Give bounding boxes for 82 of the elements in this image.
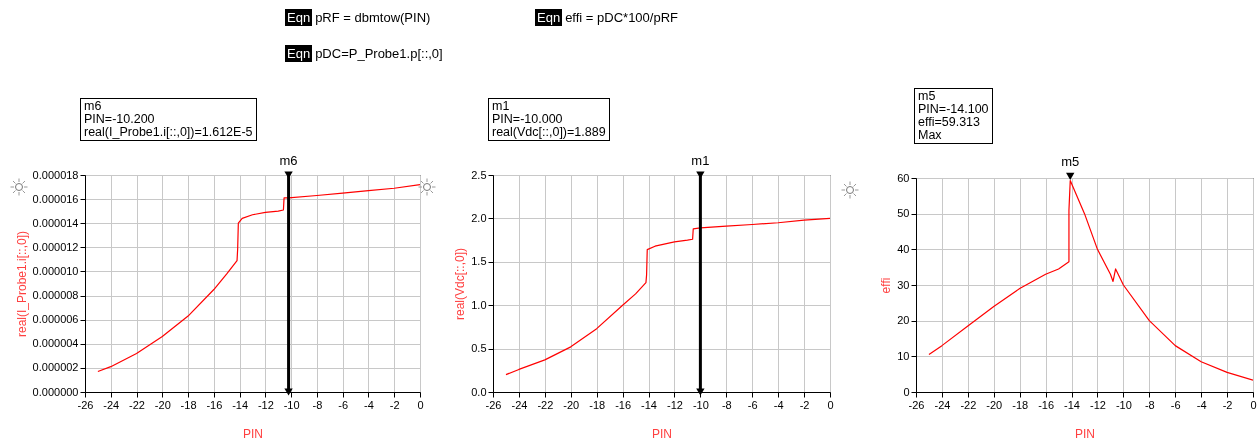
text: m6 PIN=-10.200 real(I_Probe1.i[::,0])=1.612E-5: [80, 98, 257, 141]
x-tick-label: 0: [1250, 398, 1257, 411]
text: Eqn effi = pDC*100/pRF: [536, 9, 678, 26]
x-tick-label: -2: [1222, 398, 1233, 411]
x-tick-label: -26: [485, 398, 502, 411]
x-tick-label: -6: [338, 398, 349, 411]
x-tick-label: -6: [1170, 398, 1181, 411]
x-tick-label: -14: [641, 398, 657, 411]
x-tick-label: -6: [747, 398, 758, 411]
y-tick-label: 50: [897, 207, 910, 220]
y-tick-label: 2.5: [471, 168, 487, 181]
x-tick-label: -16: [615, 398, 632, 411]
x-tick-label: -26: [77, 398, 94, 411]
y-tick-label: 1.0: [471, 298, 487, 311]
x-axis-title: PIN: [651, 426, 673, 440]
y-tick-label: 2.0: [471, 211, 487, 224]
x-tick-label: -22: [537, 398, 554, 411]
y-tick-label: 0: [903, 385, 910, 398]
annotation: m5: [1061, 154, 1080, 170]
x-tick-label: -16: [1038, 398, 1055, 411]
x-tick-label: -16: [206, 398, 223, 411]
x-tick-label: -4: [1196, 398, 1207, 411]
x-tick-label: -22: [960, 398, 977, 411]
x-tick-label: -24: [934, 398, 951, 411]
y-tick-label: 10: [897, 349, 910, 362]
x-tick-label: -10: [1115, 398, 1132, 411]
x-tick-label: -8: [721, 398, 732, 411]
x-tick-label: -10: [692, 398, 709, 411]
y-tick-label: 0.000008: [32, 289, 79, 302]
y-tick-label: 30: [897, 278, 910, 291]
x-tick-label: -2: [389, 398, 400, 411]
y-tick-label: 0.000004: [32, 337, 79, 350]
x-tick-label: -8: [312, 398, 323, 411]
x-tick-label: -22: [129, 398, 145, 411]
x-tick-label: -4: [364, 398, 374, 411]
y-tick-label: 1.5: [471, 255, 487, 268]
y-tick-label: 0.000000: [32, 385, 79, 398]
ref-line-label: m1: [691, 153, 710, 168]
x-axis-title: PIN: [242, 426, 264, 440]
x-tick-label: -20: [563, 398, 580, 411]
y-tick-label: 0.000010: [32, 264, 79, 277]
x-tick-label: -14: [1064, 398, 1080, 411]
x-tick-label: 0: [827, 398, 834, 411]
x-tick-label: -12: [1090, 398, 1106, 411]
text: m1 PIN=-10.000 real(Vdc[::,0])=1.889: [488, 98, 610, 141]
x-tick-label: -24: [103, 398, 120, 411]
y-tick-label: 0.000014: [32, 216, 79, 229]
y-tick-label: 0.0: [471, 385, 487, 398]
y-axis-title: effi: [879, 277, 894, 294]
y-tick-label: 0.000012: [32, 240, 79, 253]
x-tick-label: -20: [154, 398, 171, 411]
x-tick-label: -24: [511, 398, 528, 411]
x-tick-label: -2: [799, 398, 810, 411]
y-tick-label: 40: [897, 242, 910, 255]
y-axis-title: real(Vdc[::,0]): [453, 247, 468, 321]
x-tick-label: -10: [283, 398, 300, 411]
y-tick-label: 60: [897, 171, 910, 184]
line-series: [97, 184, 420, 373]
x-tick-label: -12: [667, 398, 683, 411]
x-tick-label: -14: [232, 398, 249, 411]
x-tick-label: -26: [908, 398, 925, 411]
x-tick-label: -8: [1144, 398, 1155, 411]
text: m5 PIN=-14.100 effi=59.313 Max: [914, 88, 993, 144]
y-tick-label: 0.5: [471, 342, 487, 355]
y-axis-title: real(I_Probe1.i[::,0]): [14, 230, 29, 338]
x-tick-label: -18: [180, 398, 197, 411]
x-axis-title: PIN: [1074, 426, 1096, 440]
x-tick-label: -18: [1012, 398, 1029, 411]
x-tick-label: 0: [417, 398, 424, 411]
y-tick-label: 0.000018: [32, 168, 79, 181]
x-tick-label: -18: [589, 398, 606, 411]
x-tick-label: -4: [773, 398, 784, 411]
line-series: [505, 217, 830, 376]
y-tick-label: 0.000016: [32, 192, 79, 205]
y-tick-label: 0.000006: [32, 313, 79, 326]
text: Eqn pDC=P_Probe1.p[::,0]: [286, 45, 443, 62]
ref-line-label: m6: [279, 153, 298, 168]
x-tick-label: -20: [986, 398, 1003, 411]
text: Eqn pRF = dbmtow(PIN): [286, 9, 431, 26]
x-tick-label: -12: [257, 398, 274, 411]
y-tick-label: 0.000002: [32, 361, 79, 374]
y-tick-label: 20: [897, 314, 910, 327]
